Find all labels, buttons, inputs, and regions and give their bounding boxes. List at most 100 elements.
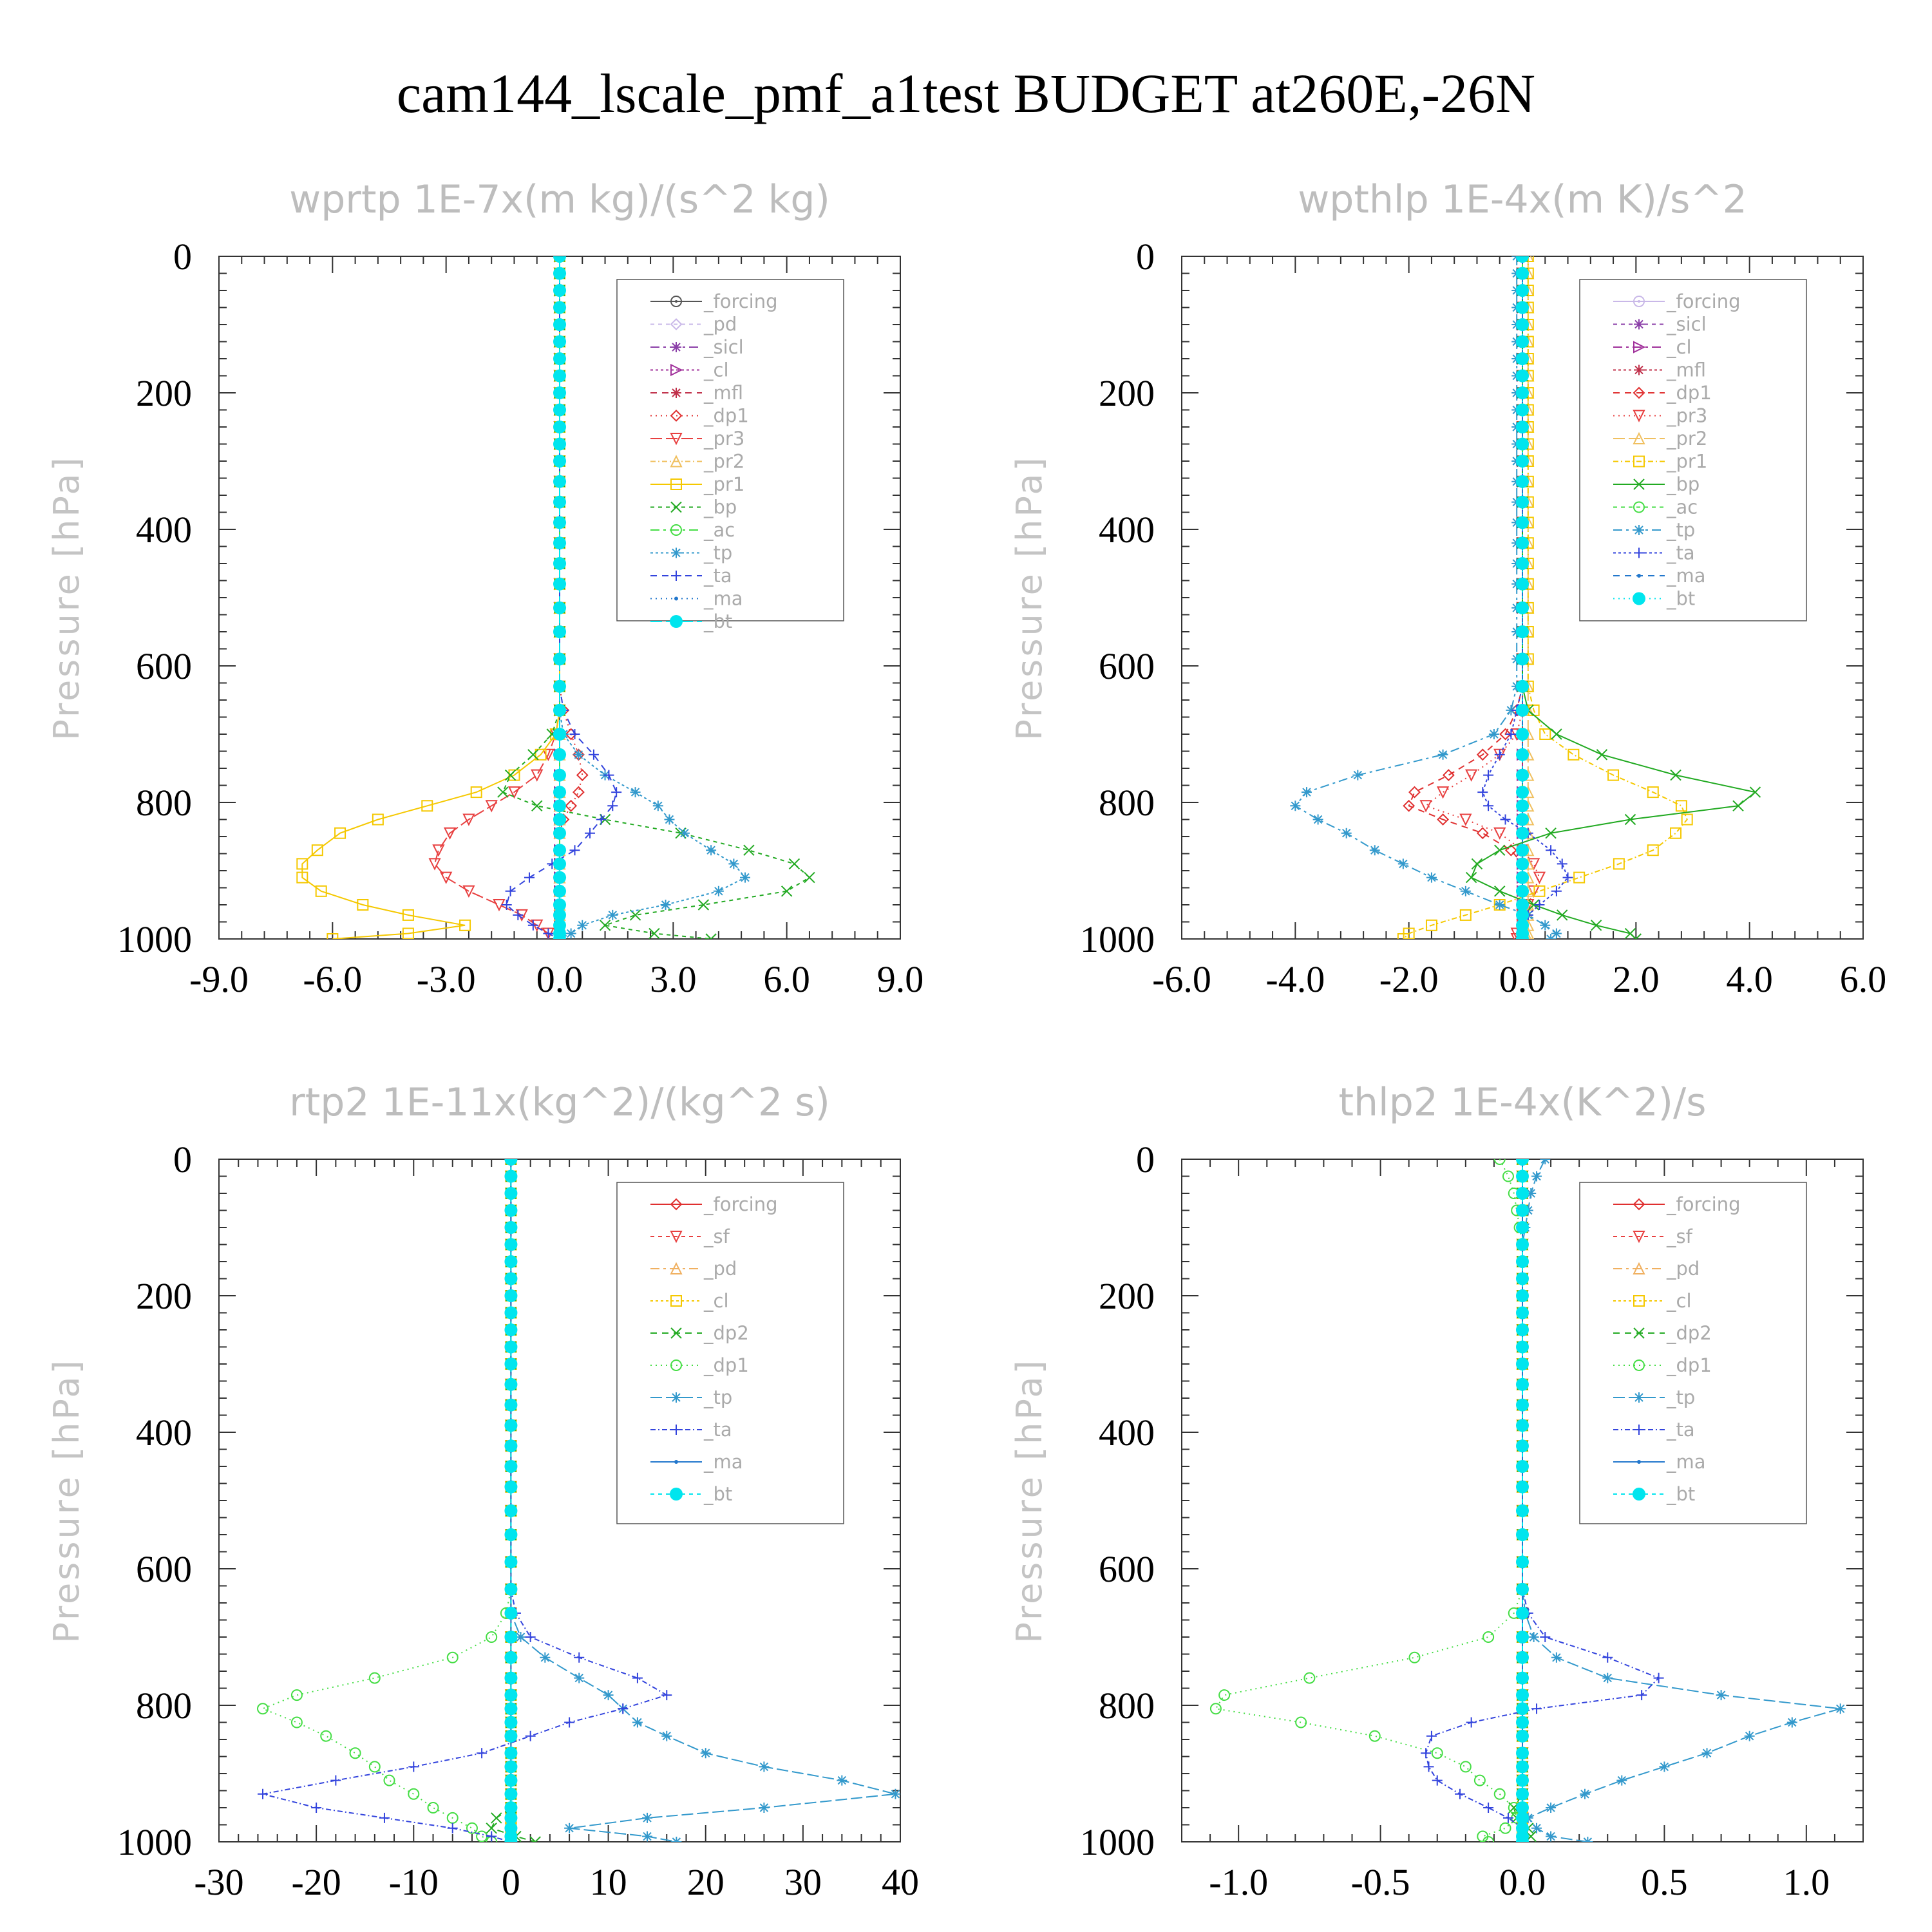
- data-point: [1209, 1703, 1222, 1715]
- data-point: [565, 928, 576, 939]
- legend-marker: [1634, 547, 1644, 558]
- legend-box: [616, 279, 844, 621]
- data-point: [588, 749, 599, 760]
- legend-label: _tp: [1666, 1387, 1695, 1408]
- data-point: [1540, 1632, 1551, 1642]
- legend-item: _ma: [650, 1451, 743, 1473]
- data-point: [504, 1398, 518, 1412]
- data-point: [508, 769, 520, 781]
- x-tick-label: 0: [502, 1861, 520, 1903]
- data-point: [1786, 1717, 1797, 1728]
- legend-item: _bt: [650, 611, 732, 632]
- data-point: [553, 475, 566, 488]
- data-point: [553, 577, 566, 591]
- data-point: [524, 872, 535, 883]
- data-point: [1616, 1775, 1627, 1786]
- legend-marker: [1633, 1488, 1645, 1501]
- series-line: [1425, 256, 1540, 939]
- data-point: [1582, 1837, 1593, 1842]
- data-point: [504, 1689, 518, 1702]
- panel-4: thlp2 1E-4x(K^2)/s Pressure [hPa] 0 200 400 6…: [1009, 1080, 1864, 1903]
- series-line: [1408, 256, 1523, 939]
- x-tick-label: -0.5: [1351, 1861, 1410, 1903]
- y-tick-label: 1000: [1080, 1821, 1155, 1863]
- legend-item: _tp: [650, 1387, 732, 1408]
- x-tick-label: -2.0: [1379, 958, 1439, 1000]
- data-point: [1516, 933, 1529, 939]
- x-tick-label: -3.0: [417, 958, 476, 1000]
- data-point: [504, 1323, 518, 1336]
- data-point: [700, 1748, 711, 1759]
- data-point: [531, 800, 543, 812]
- legend-item: _bp: [650, 497, 737, 518]
- legend-item: _cl: [1613, 336, 1692, 358]
- data-point: [1437, 813, 1449, 826]
- legend-marker: [670, 1198, 683, 1211]
- data-point: [470, 786, 482, 799]
- data-point: [1516, 1272, 1529, 1285]
- data-point: [1460, 886, 1471, 896]
- y-tick-label: 600: [136, 645, 192, 687]
- data-point: [540, 1652, 551, 1663]
- data-point: [504, 1671, 518, 1685]
- data-point: [1516, 536, 1529, 550]
- x-tick-label: -9.0: [189, 958, 249, 1000]
- data-point: [697, 899, 710, 911]
- data-point: [504, 1760, 518, 1774]
- legend-marker: [1637, 574, 1641, 578]
- legend-marker: [671, 342, 681, 352]
- data-point: [1516, 799, 1529, 813]
- legend-marker: [671, 1392, 681, 1403]
- data-point: [1602, 1672, 1613, 1683]
- legend-marker: [670, 318, 683, 330]
- legend-label: _bp: [1666, 473, 1700, 495]
- data-point: [504, 1204, 518, 1217]
- data-point: [1546, 1803, 1557, 1813]
- data-point: [505, 886, 516, 896]
- y-axis-label: Pressure [hPa]: [1009, 1358, 1050, 1643]
- data-point: [1516, 369, 1529, 383]
- data-point: [1516, 284, 1529, 297]
- data-point: [706, 845, 717, 856]
- data-point: [1516, 1671, 1529, 1685]
- data-point: [740, 872, 751, 883]
- data-point: [577, 920, 588, 931]
- legend-label: _tp: [1666, 519, 1695, 541]
- legend-label: _sf: [1666, 1226, 1693, 1247]
- data-point: [1516, 455, 1529, 468]
- legend-marker: [1634, 1392, 1644, 1403]
- legend-item: _mfl: [650, 382, 743, 404]
- data-point: [1493, 1788, 1506, 1800]
- data-point: [501, 900, 512, 910]
- data-point: [574, 1652, 585, 1663]
- series-group: [1290, 256, 1761, 939]
- legend: _forcing _sf _pd _cl _dp2 _dp1 _tp _ta _ma _bt: [616, 1182, 844, 1524]
- data-point: [330, 1775, 341, 1786]
- data-point: [349, 1747, 361, 1759]
- data-point: [1516, 908, 1529, 922]
- series-line: [261, 1159, 512, 1842]
- legend-label: _pd: [703, 314, 737, 336]
- data-point: [1423, 1761, 1434, 1772]
- legend-label: _ma: [1666, 1451, 1706, 1473]
- series-line: [301, 256, 560, 939]
- x-tick-label: 20: [687, 1861, 724, 1903]
- data-point: [1488, 729, 1499, 739]
- data-point: [491, 1812, 502, 1824]
- data-point: [258, 1788, 269, 1799]
- data-point: [1681, 813, 1693, 826]
- legend-item: _ac: [650, 519, 735, 541]
- y-tick-label: 200: [1099, 372, 1155, 414]
- data-point: [576, 769, 589, 782]
- data-point: [1459, 813, 1472, 826]
- data-point: [1516, 857, 1529, 871]
- data-point: [1675, 800, 1687, 812]
- legend-label: _ac: [1666, 497, 1698, 518]
- data-point: [553, 352, 566, 365]
- data-point: [1516, 1460, 1529, 1473]
- data-point: [1533, 871, 1546, 884]
- series-group: [296, 256, 815, 939]
- data-point: [1516, 1528, 1529, 1541]
- data-point: [1516, 871, 1529, 884]
- x-tick-label: -6.0: [1152, 958, 1211, 1000]
